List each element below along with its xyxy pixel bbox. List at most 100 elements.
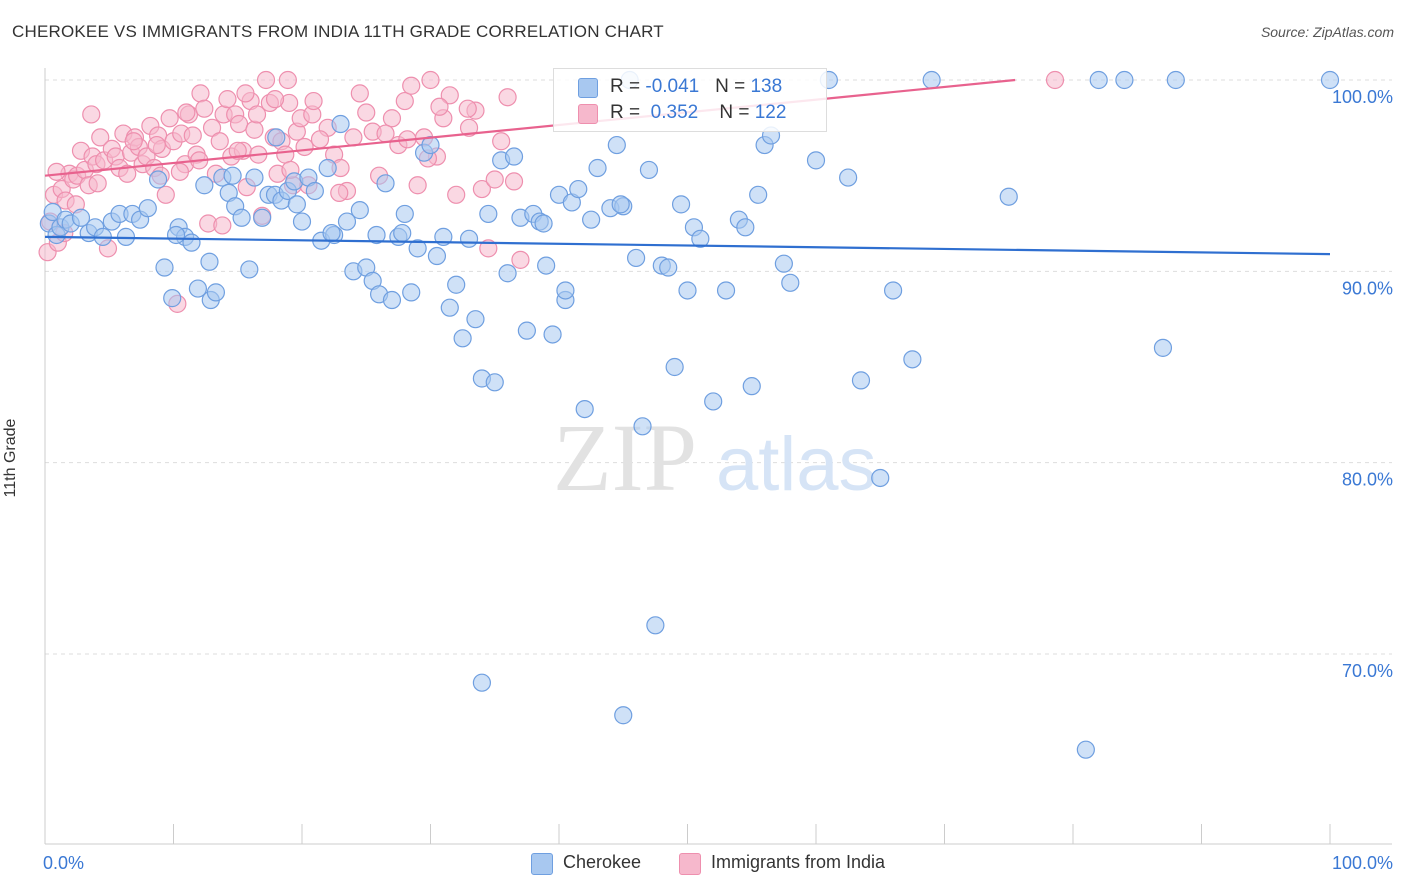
data-point-cherokee: [1153, 338, 1173, 357]
data-point-cherokee: [188, 279, 208, 298]
data-point-cherokee: [851, 371, 871, 390]
data-point-cherokee: [1320, 70, 1340, 90]
data-point-cherokee: [459, 229, 479, 248]
data-point-india: [504, 172, 524, 191]
data-point-india: [229, 114, 249, 134]
data-point-india: [236, 84, 255, 103]
data-point-cherokee: [614, 706, 633, 725]
data-point-india: [295, 137, 314, 157]
legend-r-label: R =: [610, 76, 646, 97]
data-point-cherokee: [155, 258, 174, 277]
data-point-cherokee: [774, 254, 793, 273]
data-point-india: [265, 90, 285, 109]
data-point-cherokee: [704, 392, 723, 411]
data-point-cherokee: [138, 199, 157, 218]
data-point-cherokee: [382, 290, 402, 310]
legend-swatch-cherokee: [578, 78, 598, 98]
data-point-cherokee: [806, 151, 826, 170]
data-point-cherokee: [736, 218, 755, 237]
data-point-cherokee: [569, 179, 588, 199]
data-point-india: [459, 118, 479, 137]
data-point-india: [304, 91, 323, 111]
data-point-india: [245, 120, 264, 139]
data-point-cherokee: [611, 195, 630, 214]
x-tick-label: 100.0%: [1332, 853, 1393, 873]
data-point-cherokee: [427, 246, 447, 266]
data-point-india: [183, 126, 202, 145]
data-point-india: [447, 185, 466, 204]
bottom-legend-swatch-india: [679, 853, 701, 875]
data-point-cherokee: [376, 174, 395, 193]
data-point-india: [344, 128, 363, 147]
data-point-india: [218, 90, 237, 109]
data-point-cherokee: [472, 673, 491, 692]
data-point-india: [485, 170, 504, 189]
data-point-cherokee: [575, 399, 594, 419]
bottom-legend-label-cherokee: Cherokee: [563, 852, 642, 872]
data-point-cherokee: [607, 135, 626, 155]
data-point-cherokee: [485, 373, 504, 392]
data-point-india: [88, 174, 107, 193]
data-point-cherokee: [556, 281, 575, 300]
data-point-india: [492, 132, 511, 151]
data-point-cherokee: [402, 283, 421, 302]
data-point-india: [170, 162, 190, 181]
data-point-cherokee: [903, 350, 922, 369]
data-point-india: [82, 105, 101, 124]
data-point-cherokee: [543, 325, 562, 344]
data-point-india: [458, 99, 477, 118]
data-point-india: [47, 162, 66, 181]
data-point-cherokee: [588, 158, 607, 178]
data-point-india: [124, 132, 143, 151]
data-point-india: [202, 118, 222, 137]
data-point-cherokee: [440, 298, 459, 317]
data-point-cherokee: [395, 204, 414, 224]
data-point-cherokee: [742, 377, 761, 396]
data-point-cherokee: [166, 225, 186, 245]
data-point-cherokee: [245, 168, 264, 187]
data-point-india: [278, 70, 297, 90]
legend-swatch-india: [578, 104, 598, 124]
chart-title: CHEROKEE VS IMMIGRANTS FROM INDIA 11TH G…: [12, 22, 664, 41]
trendline-india: [44, 78, 1016, 177]
y-axis-label: 11th Grade: [2, 418, 19, 498]
data-point-india: [421, 70, 440, 90]
data-point-india: [310, 130, 330, 149]
data-point-cherokee: [646, 616, 665, 635]
data-point-india: [395, 91, 414, 111]
data-point-cherokee: [367, 225, 386, 245]
legend-text-india: R = 0.352 N = 122: [610, 102, 786, 124]
data-point-cherokee: [659, 258, 678, 277]
data-point-india: [160, 109, 179, 128]
data-point-india: [1045, 70, 1065, 90]
data-point-cherokee: [206, 283, 226, 302]
watermark-zip: ZIP: [553, 404, 697, 511]
legend-n-label: N =: [715, 76, 751, 97]
data-point-cherokee: [466, 310, 485, 329]
legend-n-value: 138: [750, 76, 783, 97]
data-point-cherokee: [453, 329, 472, 348]
x-tick-label: 0.0%: [43, 853, 84, 873]
data-point-cherokee: [163, 289, 182, 308]
watermark: ZIP atlas: [553, 404, 877, 511]
data-point-cherokee: [633, 417, 652, 436]
data-point-cherokee: [504, 147, 524, 166]
data-point-cherokee: [671, 195, 691, 214]
data-point-cherokee: [883, 281, 903, 300]
data-point-cherokee: [240, 260, 259, 279]
legend-r-label: R =: [610, 102, 646, 123]
data-point-india: [430, 97, 449, 116]
data-point-cherokee: [223, 166, 242, 185]
data-point-cherokee: [691, 229, 710, 248]
axes: [44, 68, 1392, 845]
data-point-india: [195, 99, 214, 118]
data-point-cherokee: [287, 195, 306, 214]
trendline-cherokee: [44, 235, 1331, 256]
data-point-cherokee: [195, 176, 214, 195]
data-point-india: [479, 239, 498, 258]
data-point-india: [213, 216, 232, 235]
legend-n-value: 122: [754, 102, 787, 123]
data-point-cherokee: [1115, 70, 1134, 90]
data-point-cherokee: [182, 233, 201, 252]
data-point-cherokee: [665, 357, 684, 377]
